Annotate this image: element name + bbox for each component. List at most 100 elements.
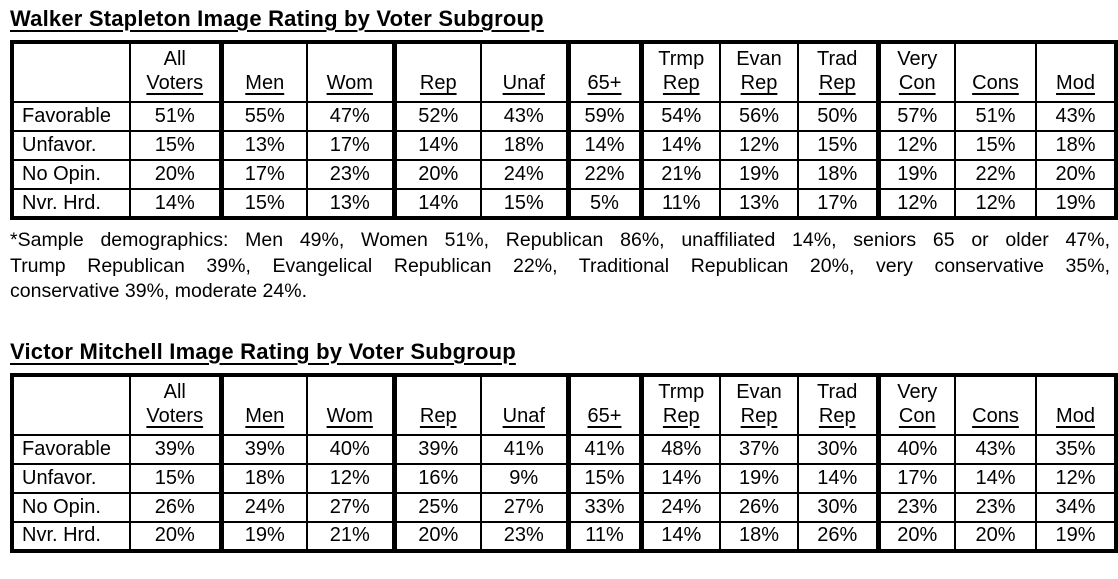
col-header-label: Rep [818,404,856,427]
value-cell: 15% [954,130,1037,161]
value-cell: 20% [129,159,222,190]
col-header-label: Voters [146,404,204,427]
value-cell: 56% [719,101,799,132]
value-cell: 41% [565,433,642,465]
value-cell: 23% [875,491,956,523]
col-header-line2: Mod [1039,71,1112,95]
row-label: Nvr. Hrd. [11,188,131,219]
value-cell: 20% [875,520,956,552]
table-row-unfavor: Unfavor. 15% 13% 17% 14% 18% 14% 14% 12% 15% 12% 15… [11,130,1117,161]
value-cell: 18% [797,159,879,190]
value-cell: 33% [565,491,642,523]
col-header-label: Voters [146,72,204,94]
col-header-line2: Unaf [484,404,564,428]
footnote-line: *Sample demographics: Men 49%, Women 51%… [10,229,1110,251]
value-cell: 23% [480,520,569,552]
col-header-line2: 65+ [573,404,637,428]
value-cell: 39% [129,433,222,465]
col-header-line2: Men [226,71,304,95]
footnote-line: Trump Republican 39%, Evangelical Republ… [10,254,1110,277]
row-label: Unfavor. [11,130,131,161]
col-header-men: Men [218,373,308,436]
col-header-rep: Rep [391,373,482,436]
value-cell: 18% [480,130,569,161]
value-cell: 20% [391,520,482,552]
value-cell: 15% [480,188,569,219]
value-cell: 41% [480,433,569,465]
value-cell: 11% [565,520,642,552]
value-cell: 13% [306,188,395,219]
value-cell: 15% [218,188,308,219]
col-header-label: Mod [1056,72,1095,94]
header-row: All Voters Men Wom Rep Unaf 65+ Trmp Rep Evan Rep T… [11,41,1117,103]
stapleton-section: Walker Stapleton Image Rating by Voter S… [10,6,1118,220]
col-header-line2: Rep [723,404,795,428]
sample-demographics-footnote: *Sample demographics: Men 49%, Women 51%… [10,228,1110,305]
row-label: Favorable [11,101,131,132]
value-cell: 16% [391,462,482,494]
col-header-line2: Voters [133,404,217,428]
table-row-no-opin: No Opin. 26% 24% 27% 25% 27% 33% 24% 26% 30% 23% 23… [11,491,1117,523]
value-cell: 43% [480,101,569,132]
value-cell: 48% [638,433,721,465]
row-label: No Opin. [11,491,131,523]
col-header-line2: Rep [646,404,717,428]
value-cell: 9% [480,462,569,494]
col-header-blank [11,373,131,436]
value-cell: 12% [719,130,799,161]
col-header-con: Very Con [875,41,956,103]
col-header-men: Men [218,41,308,103]
value-cell: 24% [638,491,721,523]
value-cell: 20% [1035,159,1117,190]
col-header-label: Unaf [502,72,545,94]
col-header-line1: Trad [817,380,858,403]
value-cell: 15% [565,462,642,494]
value-cell: 17% [797,188,879,219]
value-cell: 17% [875,462,956,494]
table-row-unfavor: Unfavor. 15% 18% 12% 16% 9% 15% 14% 19% 14% 17% 14%… [11,462,1117,494]
col-header-label: 65+ [587,404,622,427]
value-cell: 14% [797,462,879,494]
col-header-line2: Cons [958,404,1033,428]
value-cell: 14% [638,520,721,552]
value-cell: 19% [875,159,956,190]
row-label: Unfavor. [11,462,131,494]
value-cell: 52% [391,101,482,132]
value-cell: 13% [719,188,799,219]
col-header-unaf: Unaf [480,373,569,436]
value-cell: 12% [954,188,1037,219]
value-cell: 30% [797,433,879,465]
mitchell-section: Victor Mitchell Image Rating by Voter Su… [10,338,1118,553]
col-header-line1: Trmp [658,48,705,70]
col-header-line2: Con [883,71,952,95]
col-header-line1: All [163,380,186,403]
col-header-label: Mod [1056,404,1095,427]
col-header-label: Rep [419,404,457,427]
value-cell: 20% [129,520,222,552]
value-cell: 35% [1035,433,1117,465]
col-header-line2: Unaf [484,71,564,95]
col-header-mod: Mod [1035,373,1117,436]
value-cell: 51% [129,101,222,132]
value-cell: 20% [391,159,482,190]
col-header-line2: Rep [801,404,874,428]
col-header-label: Wom [326,404,373,427]
value-cell: 19% [719,159,799,190]
col-header-con: Very Con [875,373,956,436]
value-cell: 54% [638,101,721,132]
value-cell: 19% [1035,520,1117,552]
mitchell-table-title: Victor Mitchell Image Rating by Voter Su… [10,338,516,364]
value-cell: 18% [1035,130,1117,161]
col-header-rep: Trad Rep [797,373,879,436]
value-cell: 57% [875,101,956,132]
col-header-rep: Trmp Rep [638,373,721,436]
col-header-line1: Evan [736,48,782,70]
value-cell: 43% [954,433,1037,465]
col-header-65: 65+ [565,373,642,436]
col-header-line2: Con [883,404,952,428]
col-header-wom: Wom [306,41,395,103]
value-cell: 55% [218,101,308,132]
col-header-label: Rep [740,72,778,94]
col-header-wom: Wom [306,373,395,436]
